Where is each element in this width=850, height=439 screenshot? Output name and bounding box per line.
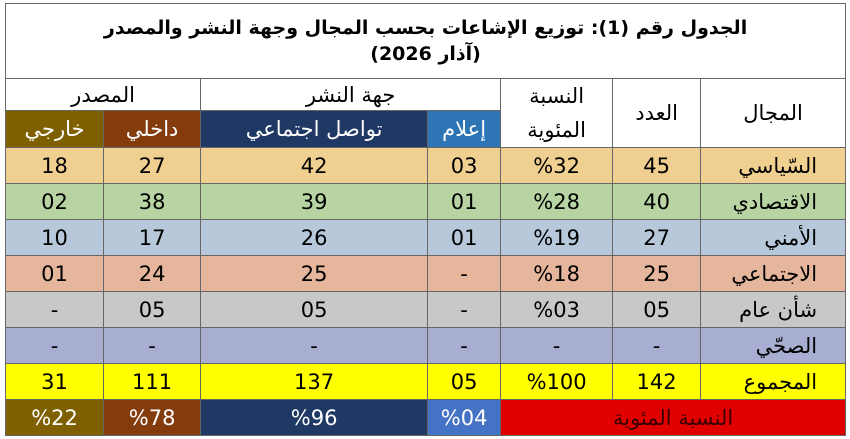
data-row: الاقتصادي 40 %28 01 39 38 02 (4, 183, 847, 220)
row-label: السّياسي (700, 147, 847, 184)
title-line: الجدول رقم (1): توزيع الإشاعات بحسب المج… (103, 17, 748, 39)
header-cell: داخلي (103, 110, 202, 148)
data-cell: 18 (4, 147, 105, 184)
row-label: الصحّي (700, 327, 847, 364)
data-cell: %32 (500, 147, 614, 184)
footer-cell: %96 (200, 399, 429, 436)
title-date: (آذار 2026) (370, 43, 481, 65)
data-cell: 10 (4, 219, 105, 256)
data-cell: %28 (500, 183, 614, 220)
data-cell: 01 (427, 219, 502, 256)
header-cell: تواصل اجتماعي (200, 110, 429, 148)
header-cell: إعلام (427, 110, 502, 148)
data-cell: 05 (427, 363, 502, 400)
footer-cell: %04 (427, 399, 502, 436)
data-row: السّياسي 45 %32 03 42 27 18 (4, 147, 847, 184)
data-cell: 111 (103, 363, 202, 400)
data-cell: - (4, 291, 105, 328)
data-row: شأن عام 05 %03-05 05- (4, 291, 847, 328)
data-cell: - (4, 327, 105, 364)
row-label: الاقتصادي (700, 183, 847, 220)
footer-cell: %22 (4, 399, 105, 436)
data-cell: %03 (500, 291, 614, 328)
data-cell: %18 (500, 255, 614, 292)
footer-row: النسبة المئوية %04 %96 %78 %22 (4, 399, 847, 436)
rumor-table: الجدول رقم (1): توزيع الإشاعات بحسب المج… (4, 3, 847, 436)
data-cell: 27 (103, 147, 202, 184)
data-cell: - (500, 327, 614, 364)
title-row: الجدول رقم (1): توزيع الإشاعات بحسب المج… (4, 3, 847, 79)
header-cell: النسبة المئوية (500, 78, 614, 148)
data-row: الاجتماعي 25 %18-25 24 01 (4, 255, 847, 292)
footer-cell: %78 (103, 399, 202, 436)
row-label: شأن عام (700, 291, 847, 328)
header-cell: المصدر (4, 78, 202, 111)
data-cell: 25 (612, 255, 702, 292)
data-cell: 42 (200, 147, 429, 184)
footer-label: النسبة المئوية (500, 399, 847, 436)
data-cell: - (427, 291, 502, 328)
data-cell: 01 (427, 183, 502, 220)
data-cell: 25 (200, 255, 429, 292)
data-cell: 05 (200, 291, 429, 328)
data-cell: 40 (612, 183, 702, 220)
data-cell: - (200, 327, 429, 364)
data-cell: %19 (500, 219, 614, 256)
data-cell: 05 (612, 291, 702, 328)
row-label: المجموع (700, 363, 847, 400)
data-row: المجموع 142 %100 05 137 111 31 (4, 363, 847, 400)
data-row: الصحّي - - - - - - (4, 327, 847, 364)
header-cell: خارجي (4, 110, 105, 148)
data-cell: - (103, 327, 202, 364)
data-cell: 39 (200, 183, 429, 220)
header-cell: المجال (700, 78, 847, 148)
data-cell: 142 (612, 363, 702, 400)
row-label: الاجتماعي (700, 255, 847, 292)
data-cell: 24 (103, 255, 202, 292)
row-label: الأمني (700, 219, 847, 256)
data-cell: - (427, 255, 502, 292)
header-cell: العدد (612, 78, 702, 148)
data-cell: 17 (103, 219, 202, 256)
data-cell: 137 (200, 363, 429, 400)
subheader-row: إعلام تواصل اجتماعي داخلي خارجي (4, 110, 846, 148)
data-cell: 45 (612, 147, 702, 184)
header-row: المجال العدد النسبة المئوية جهة النشر ال… (4, 78, 847, 148)
data-row: الأمني 27 %19 01 26 17 10 (4, 219, 847, 256)
data-cell: 27 (612, 219, 702, 256)
data-cell: 01 (4, 255, 105, 292)
data-cell: 03 (427, 147, 502, 184)
header-cell: جهة النشر (200, 78, 502, 111)
data-cell: 02 (4, 183, 105, 220)
data-cell: - (427, 327, 502, 364)
data-cell: - (612, 327, 702, 364)
data-cell: 26 (200, 219, 429, 256)
data-cell: 38 (103, 183, 202, 220)
data-cell: 31 (4, 363, 105, 400)
title-cell: الجدول رقم (1): توزيع الإشاعات بحسب المج… (4, 3, 847, 79)
data-cell: %100 (500, 363, 614, 400)
data-cell: 05 (103, 291, 202, 328)
